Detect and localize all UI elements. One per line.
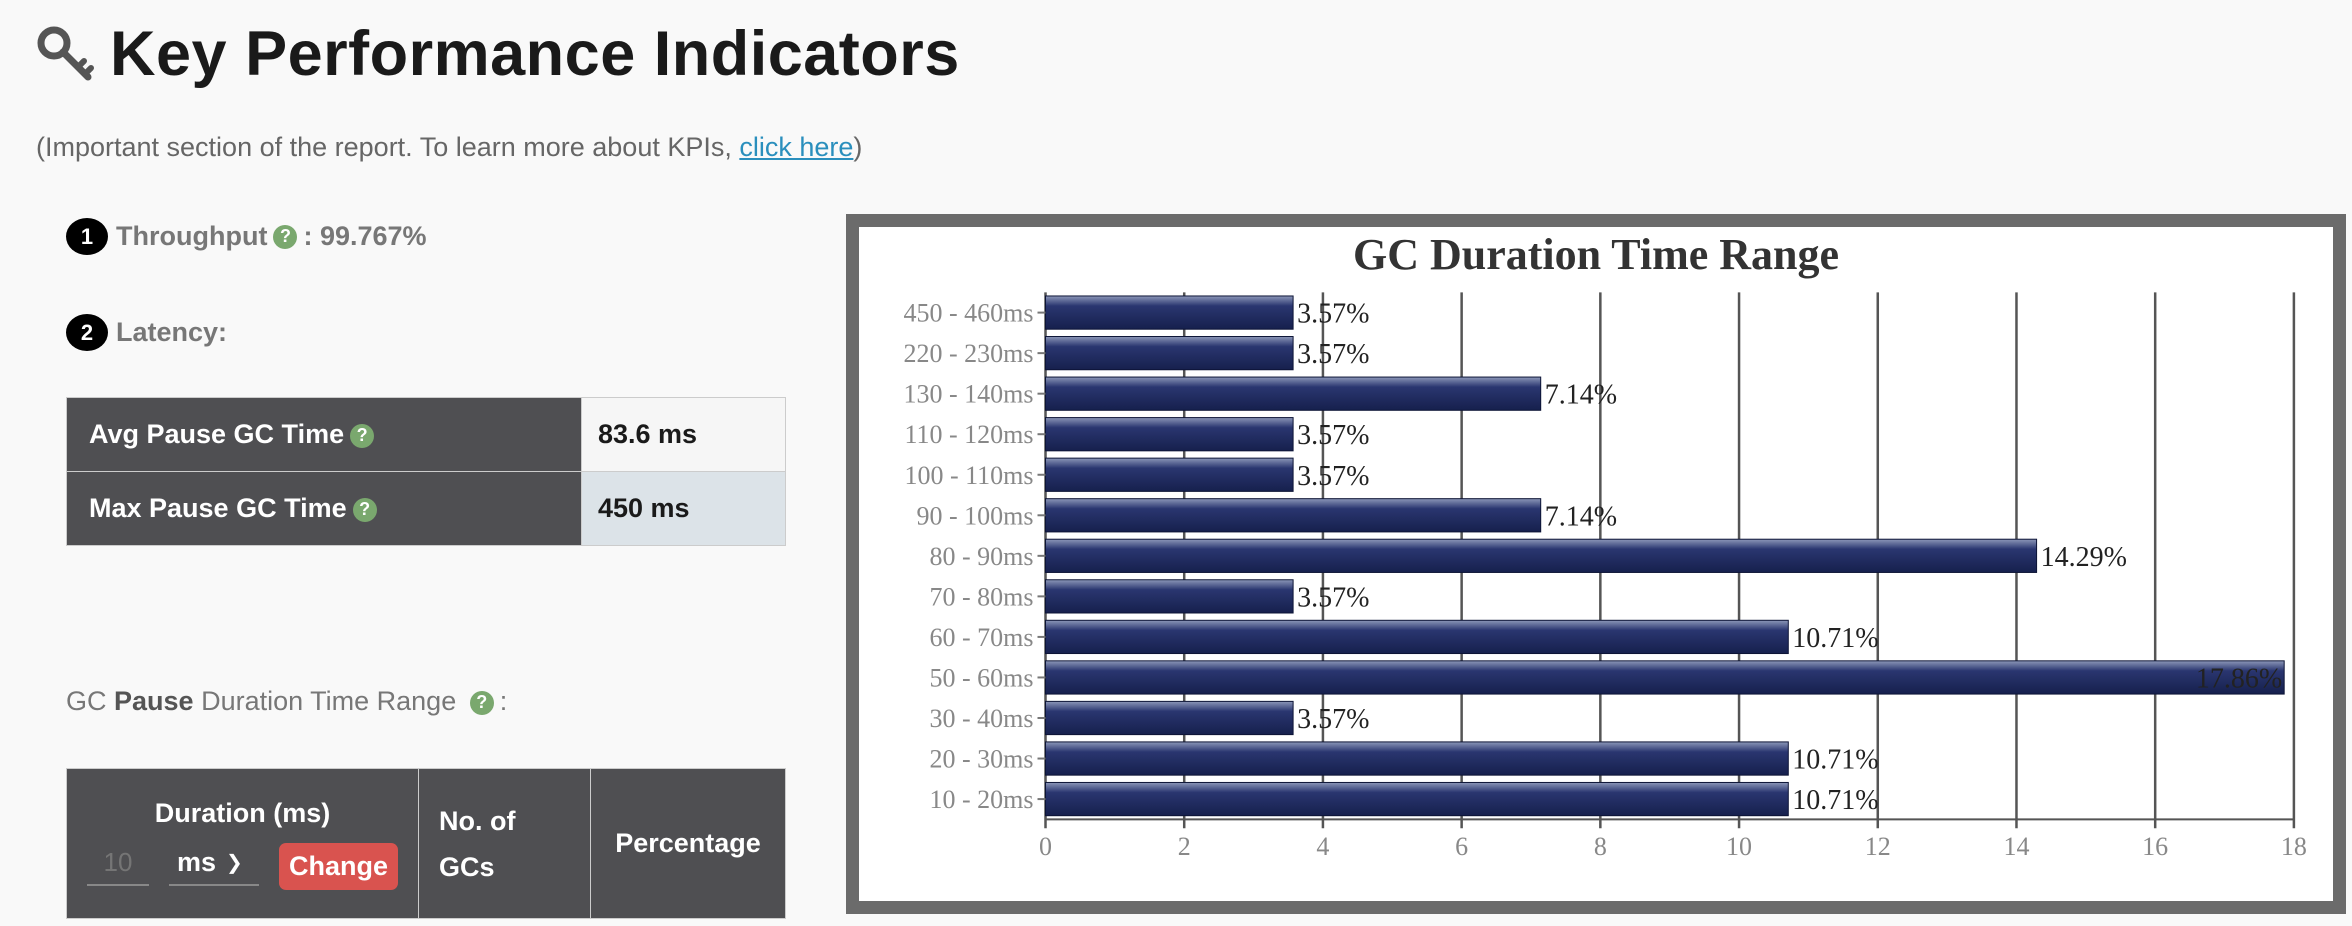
unit-select[interactable]: ms ❯ <box>168 846 259 886</box>
bar <box>1045 700 1294 736</box>
caption-post: Duration Time Range <box>193 686 457 716</box>
avg-pause-label: Avg Pause GC Time <box>89 419 345 449</box>
change-button[interactable]: Change <box>278 842 398 890</box>
category-label: 110 - 120ms <box>904 420 1033 449</box>
kpi-number-badge: 2 <box>66 314 108 351</box>
intro-suffix: ) <box>853 132 863 162</box>
duration-step-input[interactable] <box>86 846 149 886</box>
latency-table: Avg Pause GC Time? 83.6 ms Max Pause GC … <box>66 397 786 546</box>
x-tick-label: 10 <box>1726 832 1752 861</box>
category-label: 30 - 40ms <box>930 704 1034 733</box>
data-label: 3.57% <box>1297 582 1369 613</box>
bar <box>1045 376 1542 411</box>
data-label: 3.57% <box>1297 420 1369 451</box>
bar <box>1045 579 1294 614</box>
bar <box>1045 498 1542 533</box>
data-label: 7.14% <box>1545 501 1617 532</box>
chevron-down-icon: ❯ <box>226 851 243 874</box>
duration-controls: ms ❯ Change <box>67 842 418 890</box>
category-label: 220 - 230ms <box>904 339 1034 368</box>
data-label: 3.57% <box>1297 461 1369 492</box>
x-tick-label: 0 <box>1039 832 1052 861</box>
data-label: 14.29% <box>2041 542 2127 573</box>
bar <box>1045 295 1294 330</box>
data-label: 3.57% <box>1297 299 1369 330</box>
key-icon <box>37 26 94 81</box>
data-label: 10.71% <box>1792 745 1878 776</box>
category-label: 60 - 70ms <box>930 623 1034 652</box>
page-title: Key Performance Indicators <box>110 19 960 89</box>
duration-header-label: Duration (ms) <box>154 797 331 828</box>
data-label: 17.86% <box>2196 663 2282 694</box>
chart-title: GC Duration Time Range <box>1353 230 1839 279</box>
data-label: 10.71% <box>1792 785 1878 816</box>
throughput-kpi: 1 Throughput ? : 99.767% <box>66 218 427 255</box>
bar <box>1045 741 1789 776</box>
bar <box>1045 457 1294 492</box>
bar <box>1045 417 1294 452</box>
data-label: 3.57% <box>1297 339 1369 370</box>
latency-label: Latency: <box>116 317 228 347</box>
caption-bold: Pause <box>114 686 194 716</box>
category-label: 90 - 100ms <box>917 501 1034 530</box>
table-header-row: Duration (ms) ms ❯ Change No. of GCs Perc… <box>66 768 786 919</box>
unit-select-value: ms <box>176 846 217 877</box>
x-tick-label: 18 <box>2281 832 2307 861</box>
help-icon[interactable]: ? <box>350 423 375 448</box>
page-header: Key Performance Indicators <box>34 14 960 94</box>
duration-header: Duration (ms) ms ❯ Change <box>66 768 419 919</box>
intro-prefix: (Important section of the report. To lea… <box>36 132 740 162</box>
max-pause-label: Max Pause GC Time <box>89 493 347 523</box>
category-label: 100 - 110ms <box>904 461 1033 490</box>
x-tick-label: 14 <box>2003 832 2029 861</box>
throughput-value: : 99.767% <box>303 221 427 251</box>
data-label: 3.57% <box>1297 704 1369 735</box>
avg-pause-value: 83.6 ms <box>581 397 786 472</box>
pause-range-table: Duration (ms) ms ❯ Change No. of GCs Perc… <box>66 768 786 919</box>
category-label: 450 - 460ms <box>904 299 1034 328</box>
caption-tail: : <box>499 686 508 716</box>
max-pause-value: 450 ms <box>581 471 786 546</box>
kpi-help-link[interactable]: click here <box>739 132 854 162</box>
gc-duration-chart-svg: GC Duration Time Range 0 2 4 6 8 10 12 14 16 18 45… <box>904 230 2307 861</box>
help-icon[interactable]: ? <box>469 690 494 715</box>
gc-count-header-line1: No. of <box>439 805 516 836</box>
category-label: 70 - 80ms <box>930 582 1034 611</box>
pause-range-caption: GC Pause Duration Time Range ?: <box>66 686 507 717</box>
x-tick-label: 2 <box>1178 832 1191 861</box>
bar <box>1045 619 1789 655</box>
category-label: 20 - 30ms <box>930 745 1034 774</box>
bar <box>1045 781 1789 817</box>
throughput-label: Throughput <box>116 221 268 251</box>
x-tick-label: 12 <box>1865 832 1891 861</box>
latency-kpi: 2 Latency: <box>66 314 227 351</box>
avg-pause-label-cell: Avg Pause GC Time? <box>66 397 582 472</box>
bar <box>1045 336 1294 371</box>
data-label: 7.14% <box>1545 380 1617 411</box>
x-tick-label: 8 <box>1594 832 1607 861</box>
table-row: Avg Pause GC Time? 83.6 ms <box>66 397 786 472</box>
category-label: 50 - 60ms <box>930 663 1034 692</box>
caption-pre: GC <box>66 686 115 716</box>
percentage-header: Percentage <box>590 768 786 919</box>
category-label: 10 - 20ms <box>930 785 1034 814</box>
table-row: Max Pause GC Time? 450 ms <box>66 471 786 546</box>
x-tick-label: 6 <box>1455 832 1468 861</box>
x-tick-label: 4 <box>1316 832 1329 861</box>
gc-duration-chart: GC Duration Time Range 0 2 4 6 8 10 12 14 16 18 45… <box>846 214 2346 914</box>
gc-count-header-line2: GCs <box>439 851 495 882</box>
max-pause-label-cell: Max Pause GC Time? <box>66 471 582 546</box>
help-icon[interactable]: ? <box>352 497 377 522</box>
kpi-intro-text: (Important section of the report. To lea… <box>36 132 862 163</box>
x-tick-label: 16 <box>2142 832 2168 861</box>
help-icon[interactable]: ? <box>273 224 298 249</box>
category-label: 80 - 90ms <box>930 542 1034 571</box>
kpi-number-badge: 1 <box>66 218 108 255</box>
category-label: 130 - 140ms <box>904 380 1034 409</box>
bar <box>1045 660 2285 695</box>
gc-count-header: No. of GCs <box>418 768 591 919</box>
bar <box>1045 538 2038 573</box>
data-label: 10.71% <box>1792 623 1878 654</box>
